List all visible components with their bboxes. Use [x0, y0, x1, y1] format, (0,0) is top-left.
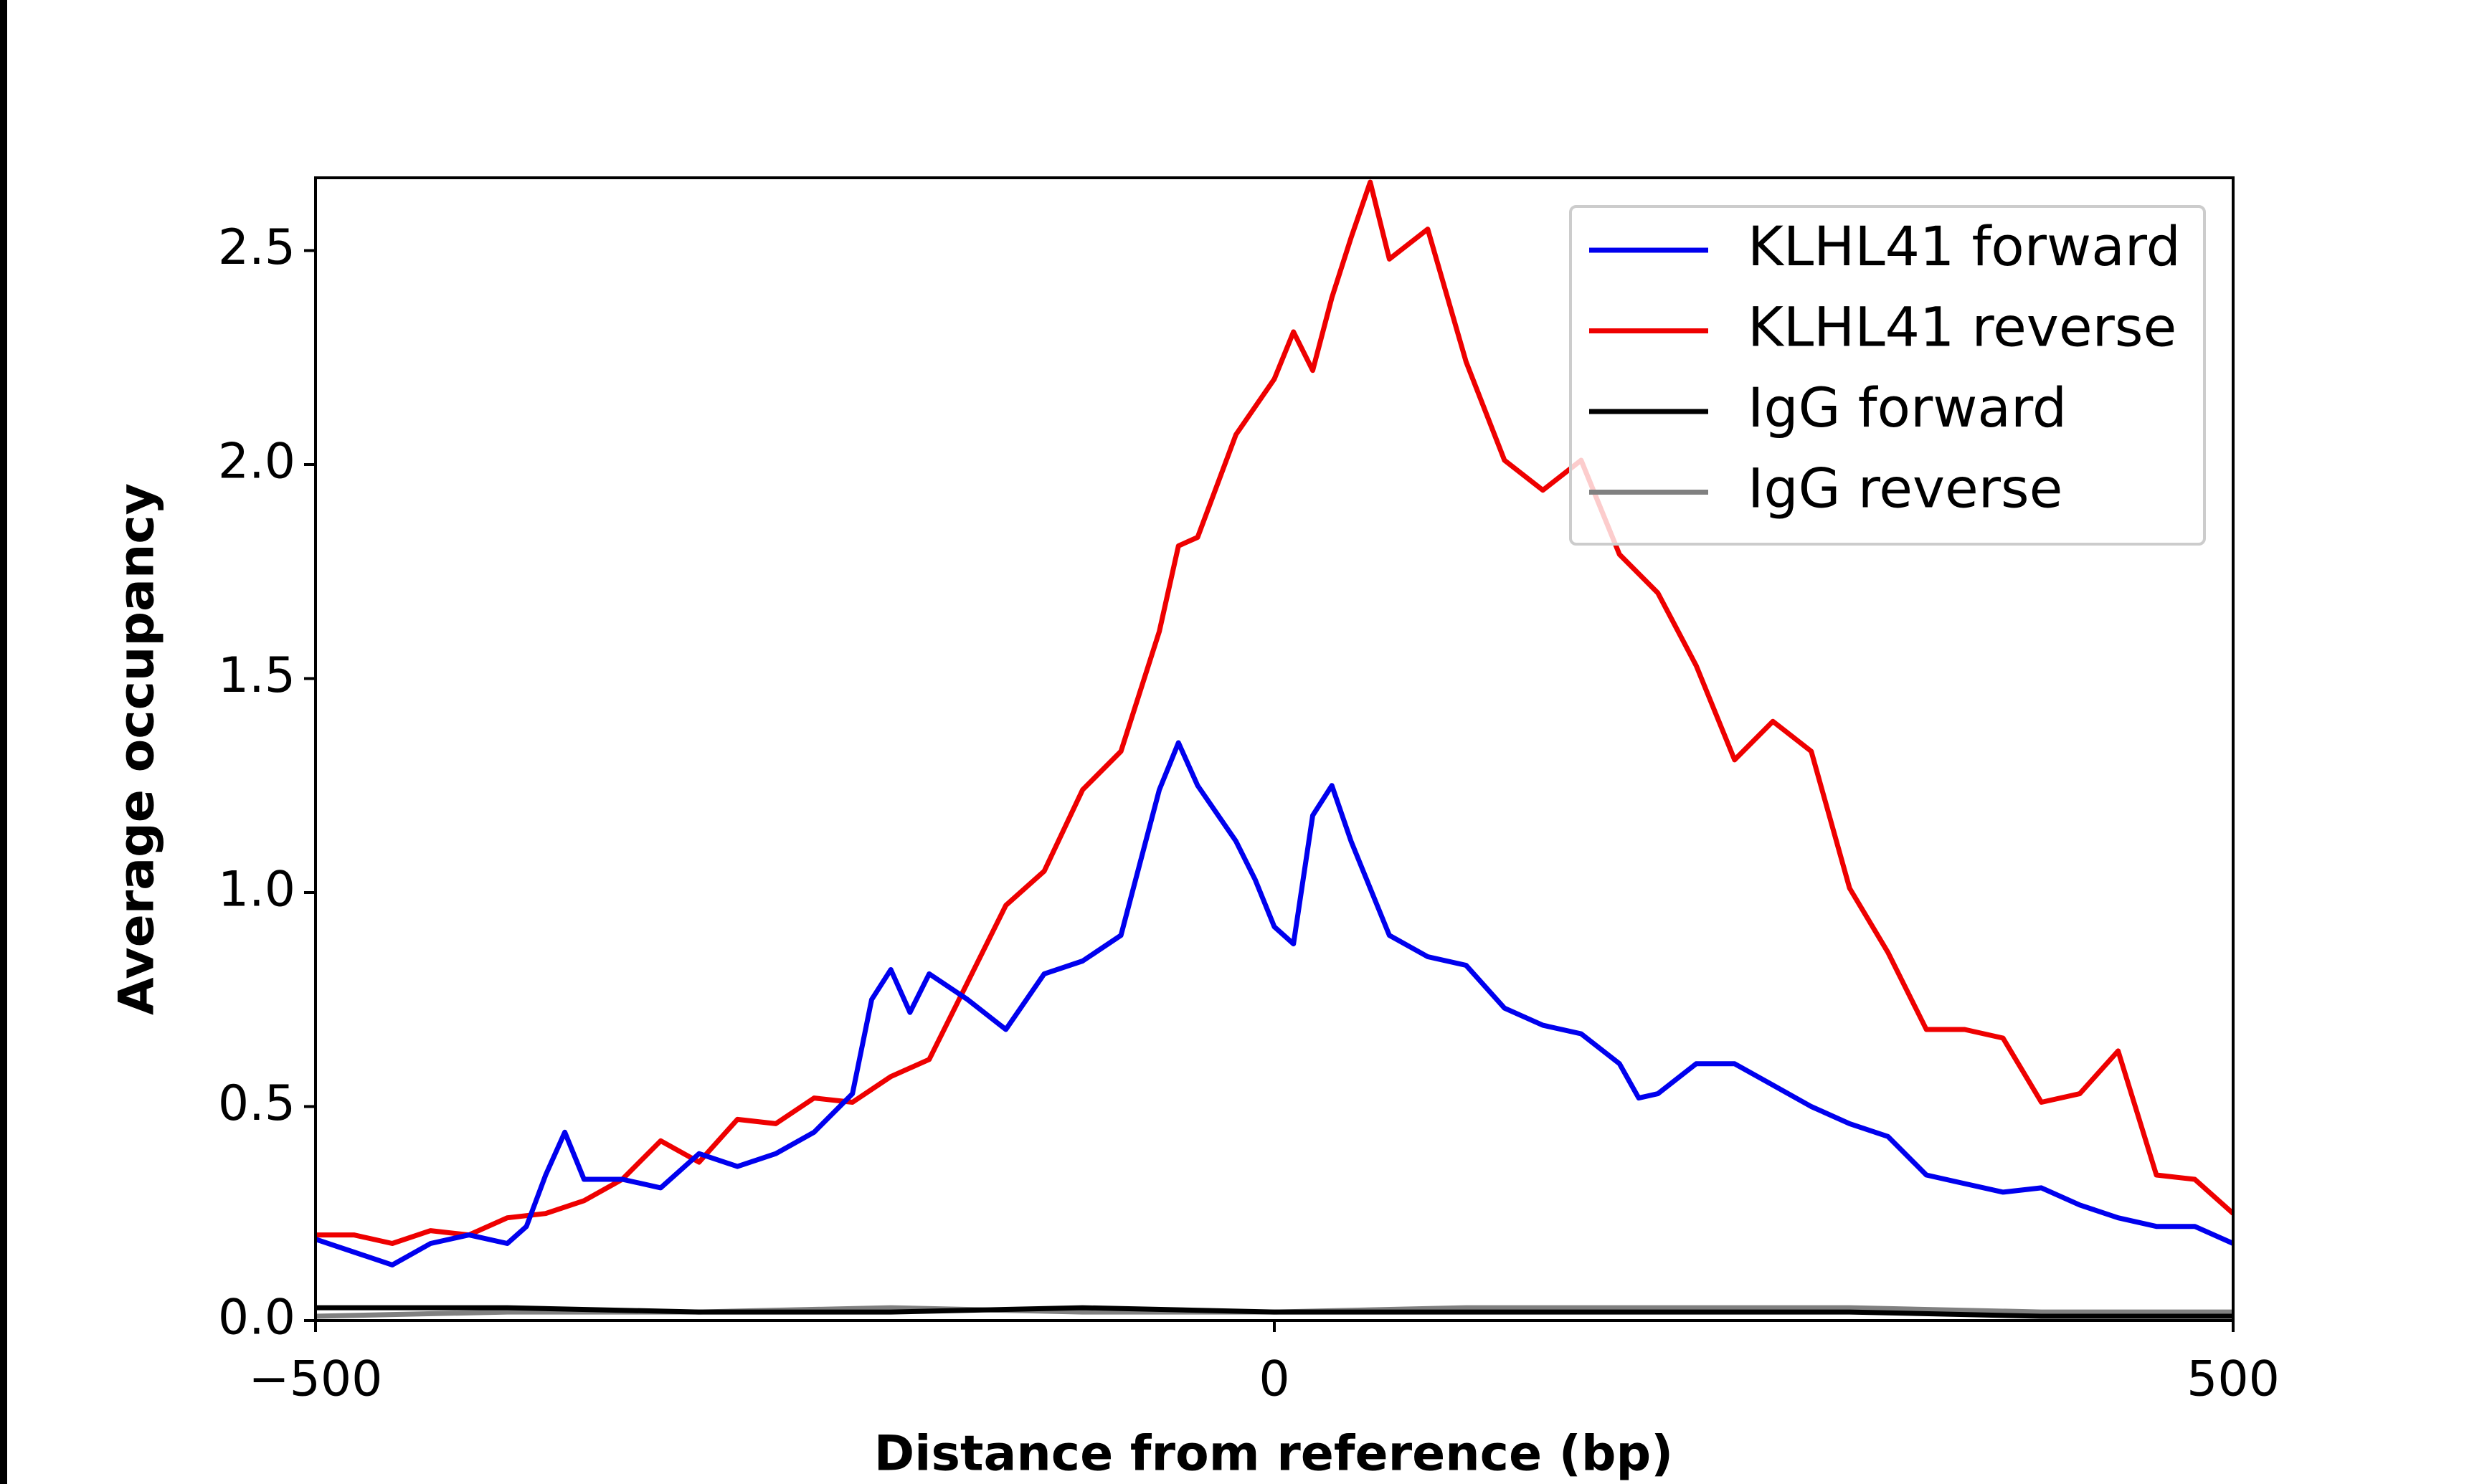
y-axis-label: Average occupancy: [109, 483, 166, 1015]
x-tick-label: 0: [1259, 1351, 1289, 1408]
legend-label: KLHL41 forward: [1748, 214, 2181, 278]
series-line: [316, 179, 2235, 1246]
plot-area: [314, 179, 2235, 1319]
x-axis-label: Distance from reference (bp): [874, 1426, 1674, 1483]
legend-box: [1569, 205, 2206, 546]
y-tick-label: 1.5: [218, 647, 295, 704]
series-line: [316, 1305, 2233, 1319]
x-tick-label: −500: [249, 1351, 383, 1408]
legend-label: IgG reverse: [1748, 456, 2062, 520]
x-tick-label: 500: [2187, 1351, 2280, 1408]
series-line: [314, 740, 2235, 1267]
y-tick-label: 2.5: [218, 219, 295, 276]
edge-bar: [0, 0, 7, 1484]
y-tick-label: 1.0: [218, 862, 295, 918]
y-tick-label: 2.0: [218, 434, 295, 490]
legend-label: IgG forward: [1748, 376, 2067, 439]
legend-label: KLHL41 reverse: [1748, 295, 2176, 358]
y-tick-label: 0.0: [218, 1290, 295, 1346]
legend: KLHL41 forward KLHL41 reverse IgG forward I…: [1569, 205, 2206, 546]
y-tick-label: 0.5: [218, 1075, 295, 1132]
